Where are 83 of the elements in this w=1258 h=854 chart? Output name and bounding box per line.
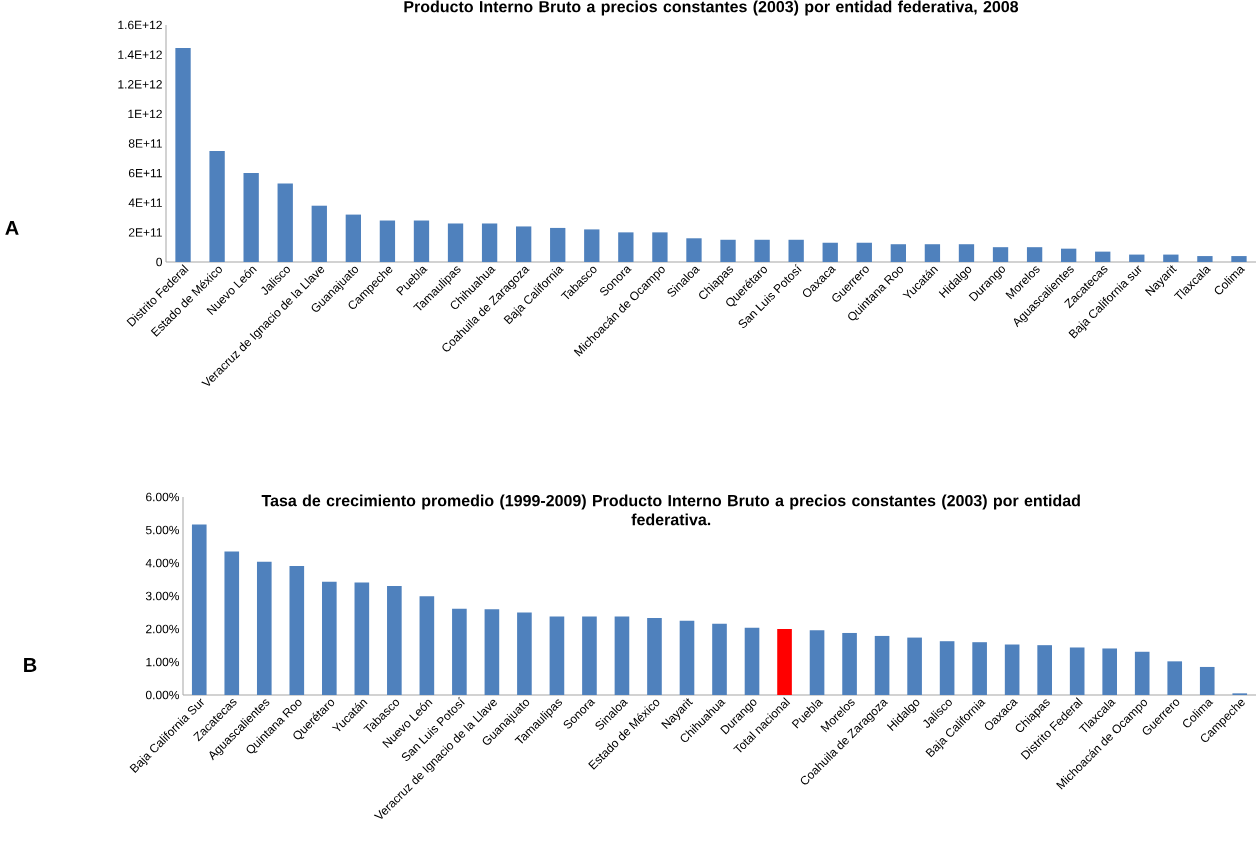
bar xyxy=(924,244,941,262)
bar xyxy=(484,609,500,695)
bar xyxy=(618,232,634,262)
bar xyxy=(413,220,430,262)
bar xyxy=(1026,247,1043,262)
y-tick-label: 1.6E+12 xyxy=(118,20,162,30)
bar xyxy=(958,244,975,262)
bar xyxy=(191,524,207,695)
bar xyxy=(549,616,565,695)
bar xyxy=(822,242,838,262)
bar xyxy=(256,561,272,695)
y-tick-label: 1.00% xyxy=(146,657,180,667)
bar xyxy=(481,223,498,262)
bar xyxy=(175,47,191,262)
y-tick-label: 2.00% xyxy=(146,624,180,634)
bar xyxy=(1037,645,1052,695)
bar xyxy=(1102,648,1117,695)
bar xyxy=(686,238,702,262)
y-tick-label: 5.00% xyxy=(145,525,180,535)
bar xyxy=(856,242,872,262)
bar xyxy=(679,620,695,695)
bar xyxy=(1069,647,1085,695)
bar xyxy=(387,586,402,695)
y-tick-label: 1.4E+12 xyxy=(118,50,162,59)
text: B xyxy=(24,658,37,672)
y-tick-label: 1E+12 xyxy=(128,109,162,119)
bar xyxy=(311,205,327,262)
bar xyxy=(777,629,792,695)
y-tick-label: 6.00% xyxy=(146,492,180,502)
y-tick-label: 0.00% xyxy=(145,690,180,700)
bar xyxy=(1163,254,1179,262)
bar xyxy=(515,226,532,262)
bar xyxy=(517,612,532,695)
bar xyxy=(289,565,305,695)
bar xyxy=(720,239,736,262)
bar xyxy=(1167,661,1183,695)
bar xyxy=(788,239,804,262)
bar xyxy=(809,630,825,695)
bar xyxy=(1231,256,1247,262)
bar xyxy=(712,623,727,695)
bar xyxy=(345,214,362,262)
bar xyxy=(842,632,857,695)
y-tick-label: 4.00% xyxy=(145,558,180,568)
bar xyxy=(452,608,467,695)
bar xyxy=(1004,644,1020,695)
text: A xyxy=(5,221,19,235)
bar xyxy=(277,183,293,262)
y-tick-label: 6E+11 xyxy=(128,168,162,178)
y-tick-label: 8E+11 xyxy=(128,139,162,148)
bar xyxy=(744,627,760,695)
bar xyxy=(907,637,922,695)
bar xyxy=(1095,251,1111,262)
bar xyxy=(939,641,955,695)
bar xyxy=(322,581,337,695)
bar xyxy=(1197,256,1213,262)
bar xyxy=(419,596,435,695)
bar xyxy=(652,232,668,262)
bar xyxy=(1129,254,1145,262)
bar xyxy=(972,642,987,695)
bar xyxy=(209,150,225,262)
bar xyxy=(647,618,662,695)
bar xyxy=(890,244,907,262)
bar xyxy=(1060,248,1077,262)
y-tick-label: 2E+11 xyxy=(128,228,162,237)
bar xyxy=(224,551,240,695)
bar xyxy=(874,635,890,695)
bar xyxy=(1199,666,1215,695)
bar xyxy=(550,227,566,262)
y-tick-label: 4E+11 xyxy=(128,198,162,207)
bar xyxy=(754,239,770,262)
bar xyxy=(1134,651,1150,695)
chart-title: Tasa de crecimiento promedio (1999-2009) Producto Interno Bruto a precios constantes (2003) por entidad federativa. xyxy=(261,494,1080,526)
bar xyxy=(582,616,597,695)
chart-title: Producto Interno Bruto a precios constantes (2003) por entidad federativa, 2008 xyxy=(404,0,1019,16)
bar xyxy=(584,229,600,262)
bar xyxy=(992,247,1009,262)
bar xyxy=(243,173,259,262)
bar xyxy=(614,616,630,695)
bar xyxy=(379,220,396,262)
y-tick-label: 3.00% xyxy=(145,591,180,601)
y-tick-label: 1.2E+12 xyxy=(118,80,162,89)
bar xyxy=(354,582,370,695)
bar xyxy=(447,223,464,262)
